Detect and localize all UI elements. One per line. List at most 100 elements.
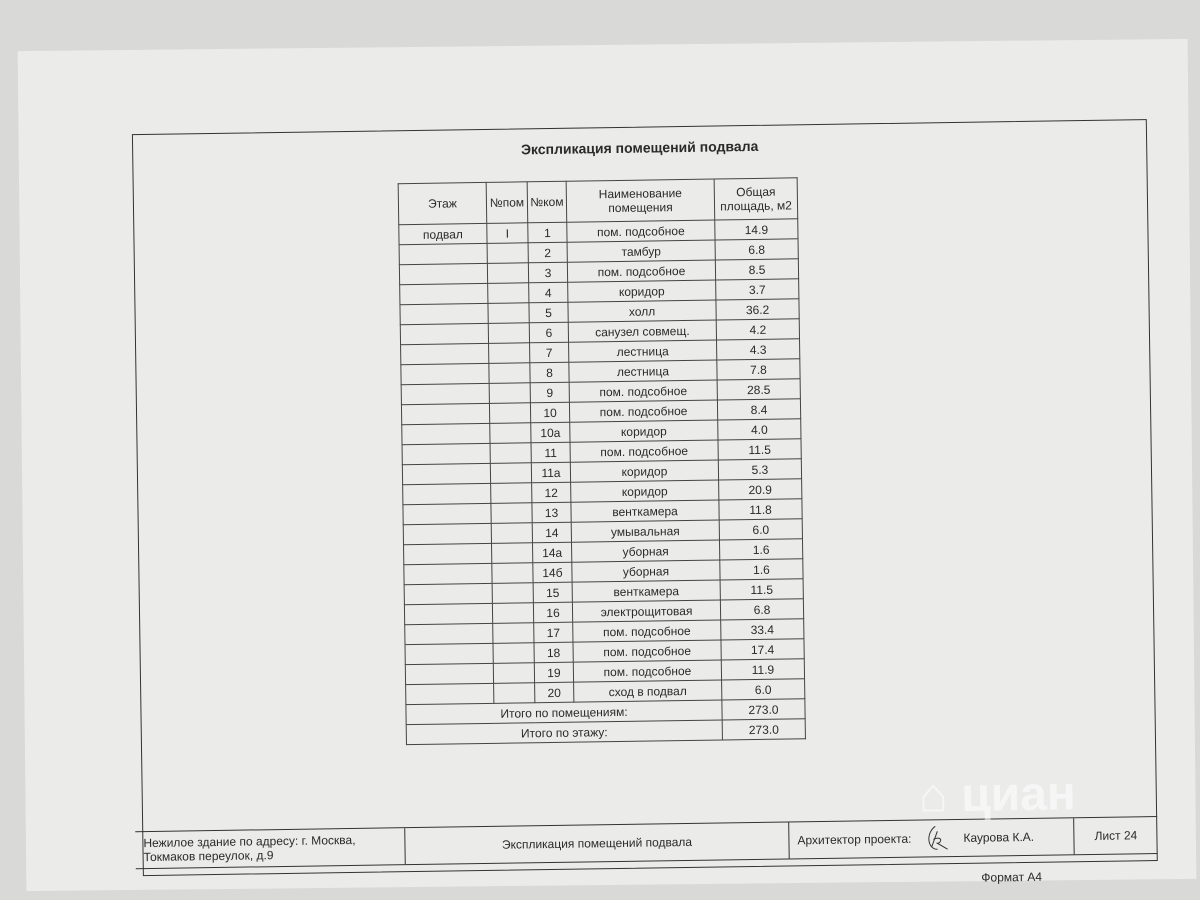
sheet-number: Лист 24 <box>1094 828 1138 843</box>
table-cell: коридор <box>569 420 718 443</box>
table-cell: 8 <box>529 362 570 383</box>
table-cell: 11.8 <box>718 498 803 521</box>
table-cell: пом. подсобное <box>569 400 718 423</box>
table-cell <box>402 443 491 465</box>
table-cell <box>404 603 493 625</box>
table-cell <box>401 423 491 445</box>
table-cell: 11.9 <box>721 658 805 680</box>
table-cell: 17 <box>533 622 573 643</box>
total-value: 273.0 <box>721 698 806 720</box>
table-cell: умывальная <box>571 520 720 543</box>
table-cell: 3 <box>528 262 568 283</box>
explication-table: Этаж №пом №ком Наименование помещения Общая … <box>398 177 806 745</box>
table-cell: пом. подсобное <box>570 440 719 463</box>
table-cell: коридор <box>570 480 719 503</box>
table-cell <box>492 622 534 644</box>
table-cell: уборная <box>571 560 721 583</box>
table-cell: 17.4 <box>720 638 805 660</box>
table-cell <box>400 343 489 365</box>
table-cell <box>487 262 529 284</box>
table-cell: 14 <box>532 522 572 543</box>
table-cell <box>491 522 533 544</box>
table-cell: пом. подсобное <box>566 220 716 243</box>
table-cell <box>491 542 533 564</box>
title-block: Нежилое здание по адресу: г. Москва, Ток… <box>135 816 1158 870</box>
table-cell: электрощитовая <box>572 599 721 623</box>
table-cell <box>404 643 494 665</box>
table-cell: 11.5 <box>717 438 802 461</box>
column-header: Общая площадь, м2 <box>714 177 798 221</box>
column-header: Этаж <box>398 182 487 225</box>
table-cell <box>489 382 531 404</box>
table-cell: 4 <box>528 282 568 303</box>
table-cell: 1.6 <box>719 558 804 580</box>
table-cell: 7 <box>529 342 569 363</box>
table-cell <box>400 323 489 345</box>
table-cell: 33.4 <box>720 618 804 640</box>
table-cell <box>491 562 534 584</box>
table-cell: 6.0 <box>721 678 805 700</box>
table-cell: 8.4 <box>717 398 801 421</box>
table-cell: пом. подсобное <box>569 380 718 403</box>
table-cell: пом. подсобное <box>573 659 722 683</box>
table-cell: 9 <box>530 382 570 403</box>
table-cell: лестница <box>568 340 717 363</box>
table-cell: 4.0 <box>717 418 801 441</box>
table-cell: холл <box>567 300 717 323</box>
table-cell <box>403 543 492 565</box>
table-cell <box>490 462 532 484</box>
table-cell: 10а <box>530 422 571 443</box>
table-cell <box>403 523 492 545</box>
table-cell <box>490 502 533 524</box>
table-cell <box>489 402 531 424</box>
column-header: №ком <box>527 181 567 223</box>
table-cell: 4.3 <box>716 338 800 361</box>
table-cell <box>487 242 529 264</box>
table-cell: 10 <box>530 402 570 423</box>
table-cell <box>401 403 490 425</box>
format-label: Формат А4 <box>981 869 1043 885</box>
table-cell: 15 <box>533 582 573 603</box>
table-cell <box>399 303 489 325</box>
table-cell: 1 <box>527 222 568 243</box>
table-cell: 11 <box>531 442 571 463</box>
table-cell <box>493 662 535 684</box>
table-cell: коридор <box>570 460 719 483</box>
table-cell: 8.5 <box>715 258 799 281</box>
table-cell: 6 <box>529 322 569 343</box>
table-cell: 13 <box>531 502 572 523</box>
table-cell <box>399 243 488 265</box>
table-cell <box>492 582 534 604</box>
page-title: Экспликация помещений подвала <box>520 137 759 158</box>
table-cell <box>490 482 532 504</box>
table-cell: пом. подсобное <box>567 260 716 283</box>
table-cell <box>488 342 530 364</box>
table-cell: 28.5 <box>717 378 801 401</box>
architect-label: Архитектор проекта: <box>797 831 912 848</box>
table-cell <box>487 282 529 304</box>
sheet-title: Экспликация помещений подвала <box>501 834 693 852</box>
table-cell: 16 <box>533 602 573 623</box>
table-cell: санузел совмещ. <box>568 320 717 343</box>
table-cell: 11а <box>531 462 571 483</box>
table-cell: 3.7 <box>715 278 799 301</box>
table-cell: 14.9 <box>714 218 799 241</box>
table-cell: 20 <box>534 682 574 703</box>
table-cell <box>489 422 532 444</box>
column-header: №пом <box>486 181 528 224</box>
signature-icon <box>928 825 948 850</box>
table-cell: 2 <box>528 242 568 263</box>
table-cell <box>492 642 535 664</box>
table-cell: 5.3 <box>718 458 802 481</box>
table-cell <box>488 322 530 344</box>
table-cell: 14а <box>532 542 572 563</box>
table-cell: тамбур <box>567 240 716 263</box>
table-cell <box>490 442 532 464</box>
document-sheet: Экспликация помещений подвала Этаж №пом №к… <box>17 38 1197 892</box>
table-cell <box>405 663 494 685</box>
table-cell: 6.8 <box>720 598 804 620</box>
table-cell <box>400 363 490 385</box>
table-cell: коридор <box>567 280 716 303</box>
total-label: Итого по этажу: <box>406 719 723 745</box>
architect-name: Каурова К.А. <box>963 829 1035 845</box>
